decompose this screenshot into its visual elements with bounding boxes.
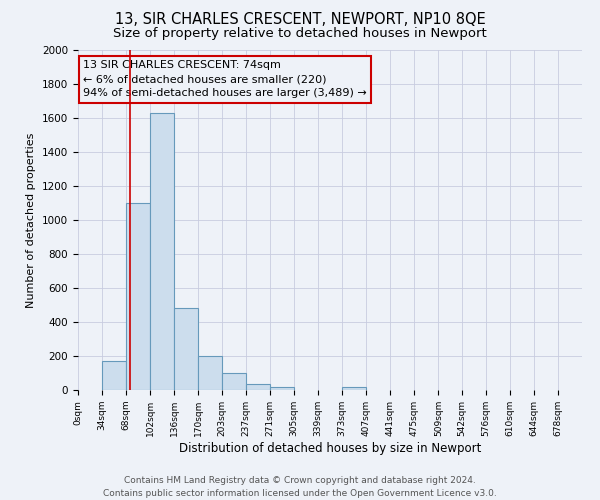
X-axis label: Distribution of detached houses by size in Newport: Distribution of detached houses by size … <box>179 442 481 454</box>
Text: Size of property relative to detached houses in Newport: Size of property relative to detached ho… <box>113 28 487 40</box>
Bar <box>102 361 126 390</box>
Text: 13 SIR CHARLES CRESCENT: 74sqm
← 6% of detached houses are smaller (220)
94% of : 13 SIR CHARLES CRESCENT: 74sqm ← 6% of d… <box>83 60 367 98</box>
Bar <box>246 384 270 390</box>
Bar <box>342 388 366 390</box>
Text: Contains HM Land Registry data © Crown copyright and database right 2024.
Contai: Contains HM Land Registry data © Crown c… <box>103 476 497 498</box>
Y-axis label: Number of detached properties: Number of detached properties <box>26 132 37 308</box>
Bar <box>151 113 174 390</box>
Text: 13, SIR CHARLES CRESCENT, NEWPORT, NP10 8QE: 13, SIR CHARLES CRESCENT, NEWPORT, NP10 … <box>115 12 485 28</box>
Bar <box>175 308 198 390</box>
Bar <box>222 373 245 390</box>
Bar <box>199 356 222 390</box>
Bar <box>126 203 150 390</box>
Bar <box>270 386 294 390</box>
